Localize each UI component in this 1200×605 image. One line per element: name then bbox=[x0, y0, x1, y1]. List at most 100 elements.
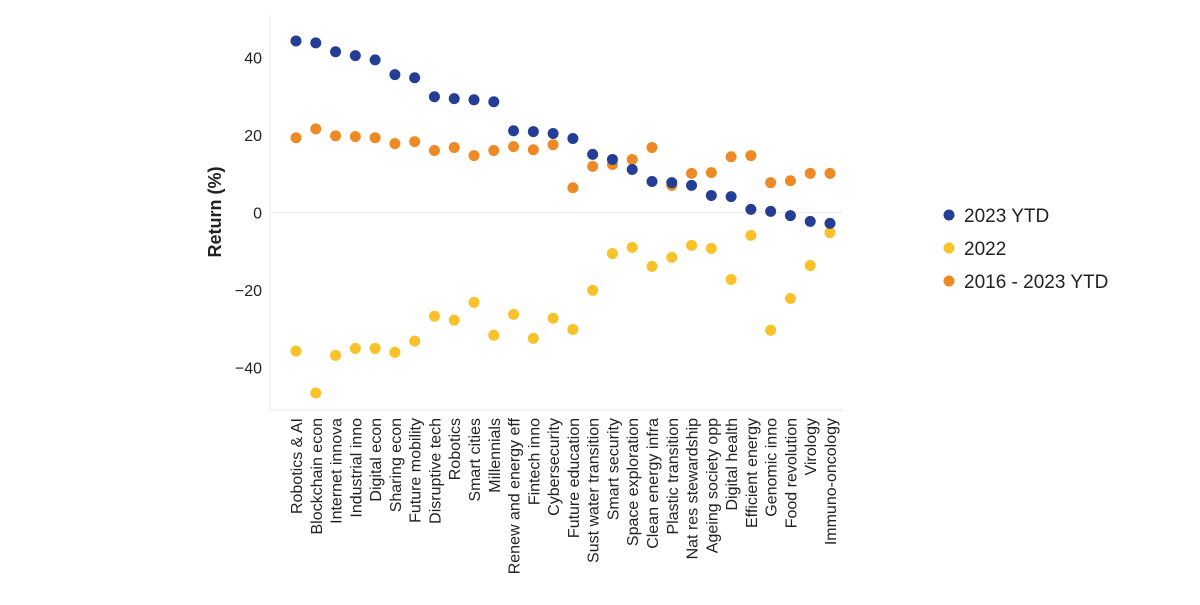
x-tick-label: Cybersecurity bbox=[546, 418, 563, 516]
data-point-2016-2023-ytd bbox=[409, 136, 421, 148]
x-tick-label: Digital econ bbox=[368, 418, 385, 502]
data-point-2016-2023-ytd bbox=[725, 151, 737, 163]
data-point-2016-2023-ytd bbox=[330, 130, 342, 142]
y-tick-label: −40 bbox=[235, 360, 262, 377]
data-point-2016-2023-ytd bbox=[369, 132, 381, 144]
x-tick-label: Internet innova bbox=[329, 418, 346, 524]
x-tick-label: Food revolution bbox=[783, 418, 800, 528]
data-point-2016-2023-ytd bbox=[488, 145, 500, 157]
data-point-2023-ytd bbox=[784, 210, 796, 222]
data-point-2022 bbox=[784, 292, 796, 304]
data-point-2022 bbox=[567, 323, 579, 335]
data-point-2022 bbox=[765, 324, 777, 336]
data-point-2022 bbox=[409, 335, 421, 347]
data-point-2023-ytd bbox=[765, 205, 777, 217]
data-point-2016-2023-ytd bbox=[784, 175, 796, 187]
x-tick-label: Immuno-oncology bbox=[823, 418, 840, 545]
data-point-2022 bbox=[448, 314, 460, 326]
legend-label: 2023 YTD bbox=[964, 206, 1049, 227]
data-point-2023-ytd bbox=[666, 177, 678, 189]
data-point-2023-ytd bbox=[409, 72, 421, 84]
data-point-2022 bbox=[310, 387, 322, 399]
data-point-2022 bbox=[547, 312, 559, 324]
data-point-2022 bbox=[646, 260, 658, 272]
legend-item[interactable]: 2016 - 2023 YTD bbox=[943, 272, 1109, 293]
legend-marker bbox=[943, 275, 955, 287]
data-point-2016-2023-ytd bbox=[587, 160, 599, 172]
data-point-2022 bbox=[725, 273, 737, 285]
data-point-2022 bbox=[330, 349, 342, 361]
y-axis-title: Return (%) bbox=[205, 167, 225, 258]
x-tick-label: Virology bbox=[803, 418, 820, 476]
data-point-2016-2023-ytd bbox=[310, 123, 322, 135]
x-tick-label: Smart security bbox=[605, 418, 622, 520]
data-point-2023-ytd bbox=[468, 94, 480, 106]
data-point-2022 bbox=[389, 346, 401, 358]
legend-item[interactable]: 2022 bbox=[943, 239, 1007, 260]
x-tick-label: Genomic inno bbox=[764, 418, 781, 517]
data-point-2022 bbox=[626, 241, 638, 253]
x-tick-label: Robotics & AI bbox=[289, 418, 306, 514]
x-tick-label: Blockchain econ bbox=[309, 418, 326, 535]
data-point-2022 bbox=[527, 332, 539, 344]
data-point-2016-2023-ytd bbox=[428, 145, 440, 157]
data-point-2023-ytd bbox=[686, 179, 698, 191]
data-point-2023-ytd bbox=[626, 164, 638, 176]
y-tick-label: 20 bbox=[244, 128, 262, 145]
data-point-2016-2023-ytd bbox=[705, 167, 717, 179]
data-point-2022 bbox=[705, 243, 717, 255]
x-tick-label: Nat res stewardship bbox=[685, 418, 702, 559]
legend-marker bbox=[943, 209, 955, 221]
x-tick-label: Future mobility bbox=[408, 418, 425, 523]
x-tick-label: Efficient energy bbox=[744, 418, 761, 528]
x-tick-label: Millennials bbox=[487, 418, 504, 493]
data-point-2023-ytd bbox=[804, 215, 816, 227]
x-tick-label: Digital health bbox=[724, 418, 741, 511]
data-point-2023-ytd bbox=[527, 126, 539, 138]
data-point-2022 bbox=[428, 310, 440, 322]
x-tick-label: Industrial inno bbox=[348, 418, 365, 518]
data-point-2016-2023-ytd bbox=[448, 141, 460, 153]
x-tick-label: Renew and energy eff bbox=[507, 417, 524, 574]
data-point-2023-ytd bbox=[330, 46, 342, 58]
data-point-2022 bbox=[488, 329, 500, 341]
data-point-2016-2023-ytd bbox=[646, 141, 658, 153]
legend-item[interactable]: 2023 YTD bbox=[943, 206, 1050, 227]
x-tick-label: Smart cities bbox=[467, 418, 484, 502]
data-point-2022 bbox=[587, 284, 599, 296]
data-point-2022 bbox=[606, 248, 618, 260]
data-point-2016-2023-ytd bbox=[626, 153, 638, 165]
data-point-2022 bbox=[824, 227, 836, 239]
data-point-2016-2023-ytd bbox=[290, 132, 302, 144]
y-tick-label: 40 bbox=[244, 51, 262, 68]
data-point-2016-2023-ytd bbox=[804, 167, 816, 179]
x-tick-label: Robotics bbox=[447, 418, 464, 480]
data-point-2016-2023-ytd bbox=[349, 131, 361, 143]
data-point-2022 bbox=[369, 342, 381, 354]
data-point-2016-2023-ytd bbox=[824, 167, 836, 179]
x-tick-label: Fintech inno bbox=[526, 418, 543, 505]
data-point-2023-ytd bbox=[349, 50, 361, 62]
data-point-2023-ytd bbox=[389, 69, 401, 81]
data-point-2023-ytd bbox=[508, 125, 520, 137]
x-tick-label: Clean energy infra bbox=[645, 418, 662, 549]
data-point-2023-ytd bbox=[547, 128, 559, 139]
data-point-2016-2023-ytd bbox=[567, 182, 579, 194]
x-tick-label: Space exploration bbox=[625, 418, 642, 546]
y-tick-label: 0 bbox=[253, 206, 262, 223]
data-point-2023-ytd bbox=[587, 148, 599, 160]
data-point-2023-ytd bbox=[428, 91, 440, 103]
data-point-2023-ytd bbox=[646, 176, 658, 188]
data-point-2016-2023-ytd bbox=[508, 141, 520, 153]
data-point-2016-2023-ytd bbox=[745, 150, 757, 162]
data-point-2023-ytd bbox=[290, 35, 302, 47]
legend-label: 2016 - 2023 YTD bbox=[964, 272, 1108, 293]
data-point-2022 bbox=[666, 251, 678, 263]
legend-marker bbox=[943, 242, 955, 254]
data-point-2023-ytd bbox=[567, 133, 579, 145]
legend-label: 2022 bbox=[964, 239, 1006, 260]
x-tick-label: Ageing society opp bbox=[704, 418, 721, 553]
data-point-2022 bbox=[745, 229, 757, 241]
data-point-2022 bbox=[468, 296, 480, 308]
